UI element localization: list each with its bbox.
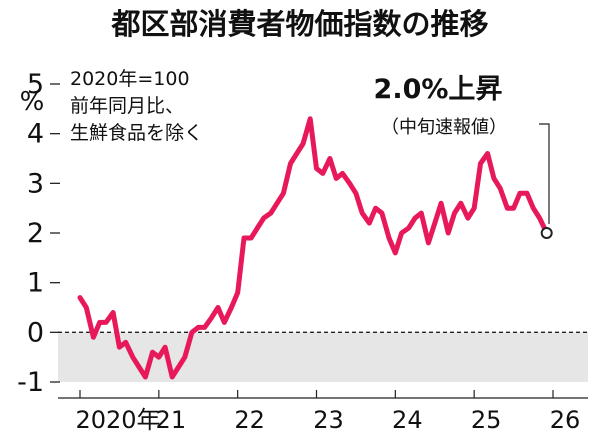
note-yoy: 前年同月比、 [70, 95, 184, 117]
y-unit-label: % [20, 87, 45, 117]
y-tick-label: 3 [27, 168, 44, 199]
note-excl-fresh-food: 生鮮食品を除く [70, 122, 203, 144]
x-tick-marks [79, 390, 554, 398]
x-tick-label: 23 [313, 406, 344, 434]
annotation-sub: （中旬速報値） [381, 117, 507, 138]
chart-title: 都区部消費者物価指数の推移 [110, 7, 488, 41]
y-tick-marks [50, 83, 60, 383]
x-tick-label: 2020年 [75, 406, 160, 434]
note-base-year: 2020年=100 [70, 68, 190, 90]
y-tick-label: 2 [27, 218, 44, 249]
x-tick-label: 22 [234, 406, 265, 434]
latest-value-marker [540, 227, 553, 239]
cpi-series-line [77, 116, 550, 380]
y-tick-label: -1 [17, 367, 44, 398]
x-tick-label: 21 [156, 406, 187, 434]
y-tick-label: 5 [27, 69, 44, 100]
y-tick-label: 1 [27, 268, 44, 299]
y-tick-labels: -1 0 1 2 3 4 5 [17, 69, 44, 398]
negative-shaded-region [58, 332, 588, 382]
x-tick-label: 26 [550, 406, 581, 434]
annotation-leader-line [539, 123, 550, 224]
y-tick-label: 0 [27, 317, 44, 348]
x-tick-label: 24 [392, 406, 423, 434]
x-tick-label: 25 [471, 406, 502, 434]
y-tick-label: 4 [27, 119, 44, 150]
annotation-headline: 2.0%上昇 [374, 74, 503, 105]
